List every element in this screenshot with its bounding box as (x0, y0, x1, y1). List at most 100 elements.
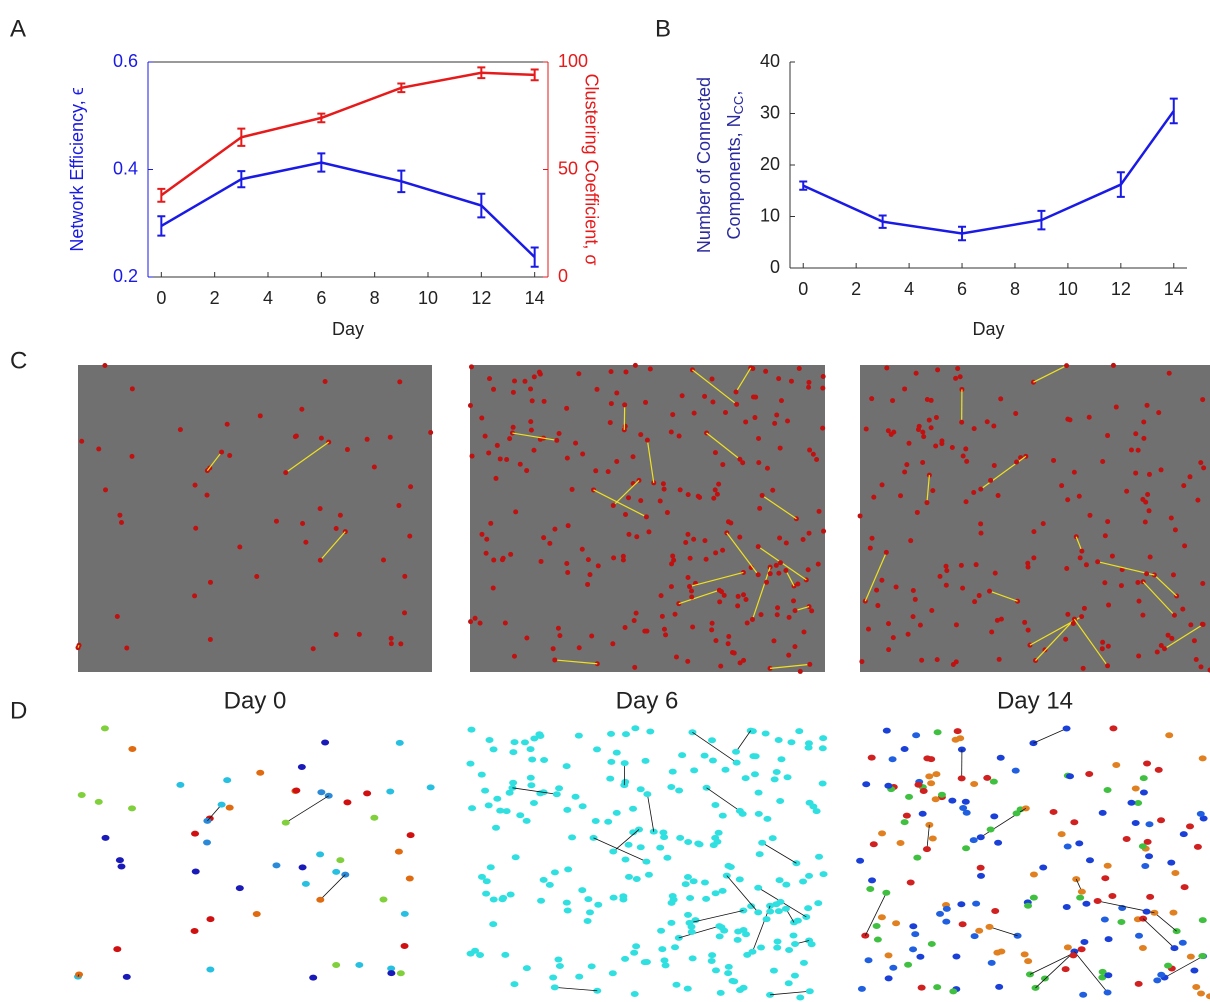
y-tick-label: 0.4 (113, 158, 138, 178)
component-cell (1070, 819, 1078, 825)
component-cell (907, 880, 915, 886)
cell (483, 434, 488, 439)
cell (552, 527, 557, 532)
cell (662, 627, 667, 632)
component-cell (672, 982, 680, 988)
cell (914, 371, 919, 376)
component-cell (511, 739, 519, 745)
cell (508, 552, 513, 557)
cell (959, 420, 964, 425)
cell (103, 487, 108, 492)
cell (1067, 417, 1072, 422)
component-cell (904, 962, 912, 968)
component-cell (986, 924, 994, 930)
cell (807, 662, 812, 667)
component-cell (1104, 972, 1112, 978)
component-cell (773, 945, 781, 951)
cell (677, 434, 682, 439)
cell (765, 466, 770, 471)
cell (428, 430, 433, 435)
component-cell (916, 954, 924, 960)
component-cell (911, 931, 919, 937)
component-cell (564, 907, 572, 913)
panel-label: A (10, 15, 26, 42)
cell (665, 510, 670, 515)
component-cell (717, 990, 725, 996)
component-cell (406, 875, 414, 881)
component-cell (884, 783, 892, 789)
component-cell (977, 873, 985, 879)
panel-label: D (10, 697, 27, 724)
cell (507, 436, 512, 441)
x-axis-label: Day (332, 319, 364, 339)
cell (1182, 543, 1187, 548)
component-cell (862, 781, 870, 787)
component-cell (1127, 800, 1135, 806)
component-cell (1104, 990, 1112, 996)
cell (929, 425, 934, 430)
component-cell (702, 896, 710, 902)
cell (495, 443, 500, 448)
cell (1084, 562, 1089, 567)
component-cell (1030, 872, 1038, 878)
cell (774, 563, 779, 568)
cell (711, 496, 716, 501)
component-cell (997, 949, 1005, 955)
cell (473, 616, 478, 621)
cell (1155, 649, 1160, 654)
cell (311, 646, 316, 651)
component-cell (633, 876, 641, 882)
component-edge (736, 731, 751, 752)
cell (870, 536, 875, 541)
component-cell (575, 733, 583, 739)
component-cell (236, 885, 244, 891)
cell (894, 584, 899, 589)
component-cell (1101, 875, 1109, 881)
cell (880, 482, 885, 487)
cell (884, 550, 889, 555)
cell (623, 369, 628, 374)
cell (736, 594, 741, 599)
component-cell (332, 962, 340, 968)
cell (938, 574, 943, 579)
component-cell (485, 802, 493, 808)
cell (1026, 628, 1031, 633)
component-cell (546, 882, 554, 888)
cell (978, 487, 983, 492)
component-cell (956, 735, 964, 741)
component-cell (1085, 771, 1093, 777)
component-cell (790, 932, 798, 938)
cell (633, 363, 638, 368)
y-axis-label-subscript: CC (731, 96, 746, 115)
cell (468, 619, 473, 624)
component-cell (728, 978, 736, 984)
cell (614, 391, 619, 396)
component-cell (791, 941, 799, 947)
cell (638, 498, 643, 503)
component-cell (609, 970, 617, 976)
component-cell (530, 800, 538, 806)
component-cell (588, 963, 596, 969)
component-cell (769, 835, 777, 841)
cell (626, 495, 631, 500)
component-cell (478, 874, 486, 880)
component-cell (897, 840, 905, 846)
cell (294, 434, 299, 439)
component-cell (751, 771, 759, 777)
cell (580, 547, 585, 552)
component-cell (858, 986, 866, 992)
component-cell (1180, 831, 1188, 837)
component-cell (1030, 895, 1038, 901)
cell (820, 386, 825, 391)
cell (658, 499, 663, 504)
component-cell (523, 965, 531, 971)
component-cell (903, 813, 911, 819)
component-cell (551, 984, 559, 990)
component-cell (1167, 860, 1175, 866)
component-cell (878, 830, 886, 836)
component-cell (466, 761, 474, 767)
component-cell (501, 952, 509, 958)
cell (1195, 498, 1200, 503)
cell (547, 541, 552, 546)
cell (886, 621, 891, 626)
